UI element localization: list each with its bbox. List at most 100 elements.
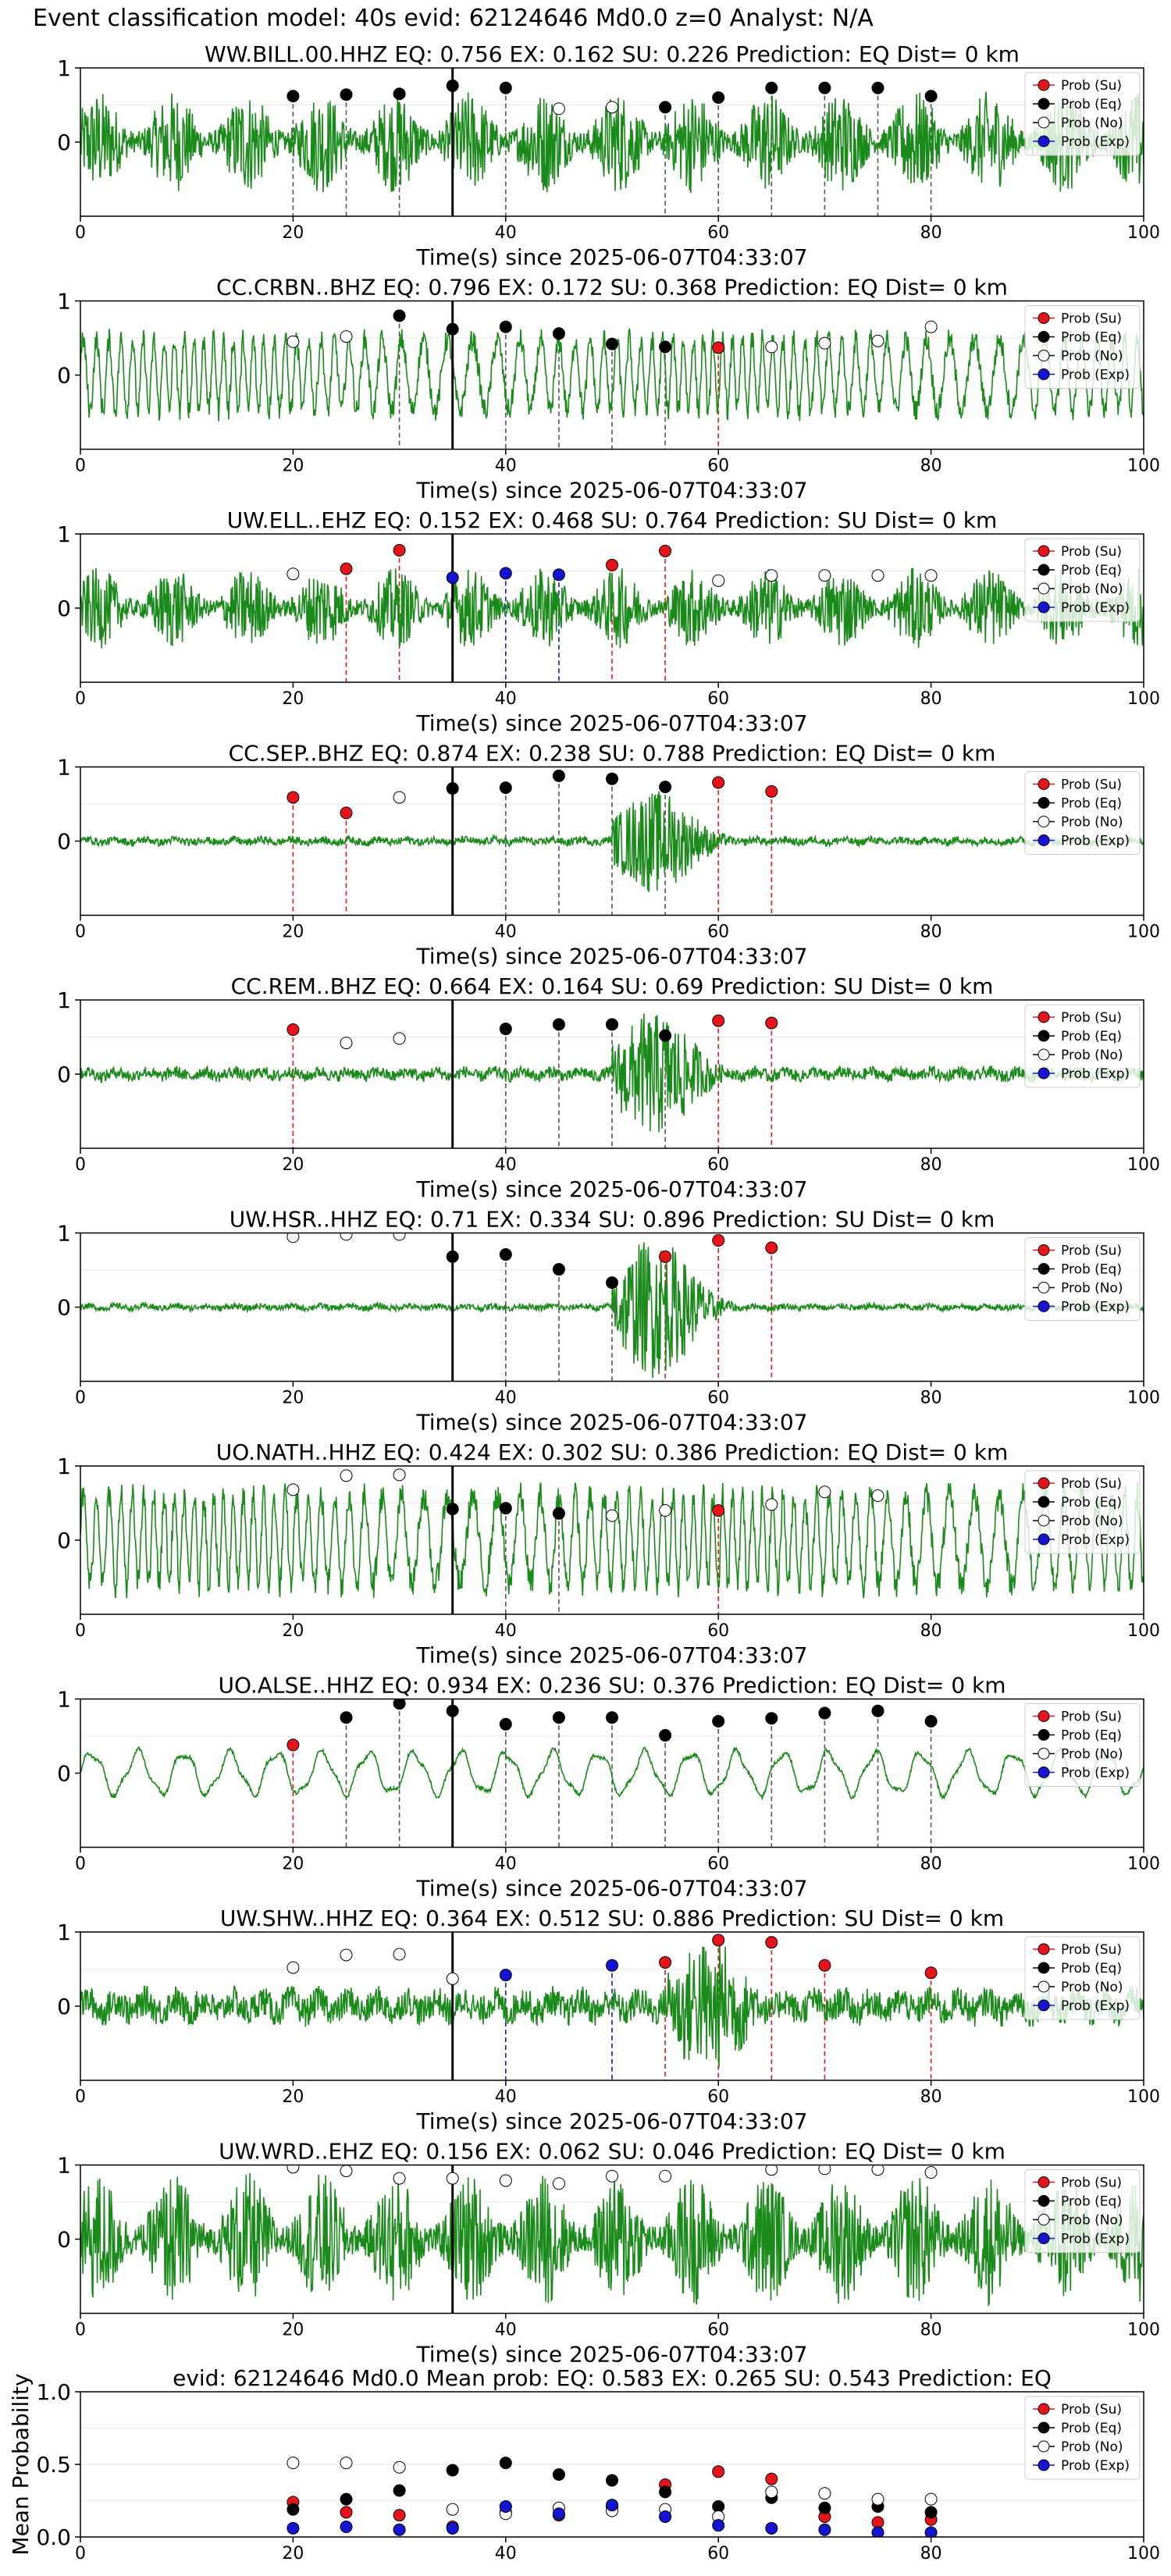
prob-marker-eq: [552, 769, 565, 782]
legend: Prob (Su) Prob (Eq) Prob (No) Prob (Exp): [1024, 1004, 1141, 1088]
legend: Prob (Su) Prob (Eq) Prob (No) Prob (Exp): [1024, 1237, 1141, 1321]
prob-marker-su: [606, 558, 618, 571]
x-tick-label: 20: [282, 689, 304, 709]
prob-marker-exp: [499, 567, 512, 580]
prob-marker-su: [659, 1955, 672, 1969]
x-tick-label: 60: [707, 923, 729, 942]
prob-marker-no: [393, 1233, 406, 1241]
legend-label-su: Prob (Su): [1061, 777, 1122, 793]
legend: Prob (Su) Prob (Eq) Prob (No) Prob (Exp): [1024, 2396, 1141, 2480]
prob-marker-no: [871, 2165, 884, 2176]
legend-label-su: Prob (Su): [1061, 1710, 1122, 1725]
x-axis-label: Time(s) since 2025-06-07T04:33:07: [415, 1410, 807, 1436]
y-tick-label: 0: [57, 363, 71, 389]
legend-label-su: Prob (Su): [1061, 1942, 1122, 1958]
legend-box: [1024, 2169, 1141, 2253]
x-tick-label: 100: [1127, 689, 1160, 709]
y-tick-label: 1: [57, 1453, 71, 1479]
x-tick-label: 100: [1127, 2087, 1160, 2107]
legend-label-su: Prob (Su): [1061, 311, 1122, 327]
x-tick-label: 0: [75, 923, 86, 942]
x-tick-label: 100: [1127, 2321, 1160, 2340]
panel-9: UW.SHW..HHZ EQ: 0.364 EX: 0.512 SU: 0.88…: [57, 1905, 1160, 2134]
legend-marker-exp: [1038, 368, 1050, 380]
y-tick-label: 1: [57, 987, 71, 1013]
x-tick-label: 0: [75, 223, 86, 243]
panel-title: UW.WRD..EHZ EQ: 0.156 EX: 0.062 SU: 0.04…: [219, 2139, 1005, 2165]
prob-marker-no: [287, 1233, 300, 1244]
prob-marker-eq: [446, 2464, 459, 2477]
prob-marker-eq: [606, 1276, 618, 1290]
prob-marker-su: [765, 785, 778, 798]
legend-marker-su: [1038, 2403, 1050, 2415]
x-axis-label: Time(s) since 2025-06-07T04:33:07: [415, 1876, 807, 1902]
legend-label-exp: Prob (Exp): [1061, 834, 1130, 849]
prob-marker-no: [818, 2165, 831, 2176]
panel-title: CC.CRBN..BHZ EQ: 0.796 EX: 0.172 SU: 0.3…: [216, 275, 1008, 301]
prob-marker-no: [287, 568, 300, 581]
prob-marker-no: [340, 1469, 353, 1482]
x-axis-label: Time(s) since 2025-06-07T04:33:07: [415, 1642, 807, 1668]
legend-marker-no: [1038, 1514, 1050, 1527]
x-tick-label: 60: [707, 1155, 729, 1175]
legend-marker-su: [1038, 1244, 1050, 1256]
x-tick-label: 80: [920, 1855, 942, 1874]
plot-area: [80, 1699, 1144, 1848]
legend-marker-eq: [1038, 797, 1050, 809]
axes-frame: [80, 1465, 1144, 1615]
legend-marker-eq: [1038, 331, 1050, 343]
legend-marker-no: [1038, 350, 1050, 361]
legend-marker-no: [1038, 116, 1050, 129]
x-tick-label: 20: [282, 2321, 304, 2340]
prob-marker-no: [340, 1948, 353, 1962]
prob-marker-eq: [606, 1018, 618, 1031]
seismic-trace: [80, 2172, 1144, 2307]
prob-marker-su: [712, 1934, 725, 1947]
legend-label-no: Prob (No): [1061, 2213, 1123, 2229]
x-tick-label: 20: [282, 2087, 304, 2107]
prob-marker-exp: [287, 2521, 300, 2535]
prob-marker-su: [287, 791, 300, 804]
prob-marker-no: [340, 1233, 353, 1241]
legend-label-eq: Prob (Eq): [1061, 1029, 1122, 1044]
prob-marker-no: [606, 101, 618, 114]
seismic-trace: [80, 91, 1144, 194]
legend-marker-eq: [1038, 1729, 1050, 1741]
prob-marker-eq: [606, 772, 618, 785]
x-tick-label: 40: [495, 1155, 517, 1175]
legend-box: [1024, 1470, 1141, 1554]
legend-label-eq: Prob (Eq): [1061, 1495, 1122, 1510]
legend-label-eq: Prob (Eq): [1061, 563, 1122, 578]
legend-marker-su: [1038, 312, 1050, 324]
prob-marker-su: [924, 1966, 938, 1980]
prob-marker-eq: [446, 79, 459, 92]
legend-marker-no: [1038, 816, 1050, 827]
legend-marker-su: [1038, 1011, 1050, 1023]
x-tick-label: 60: [707, 1389, 729, 1408]
seismic-trace: [80, 568, 1144, 649]
prob-marker-no: [340, 2457, 353, 2470]
prob-marker-su: [712, 2465, 725, 2478]
prob-marker-exp: [606, 2499, 618, 2512]
panel-title: UO.NATH..HHZ EQ: 0.424 EX: 0.302 SU: 0.3…: [216, 1439, 1008, 1465]
legend: Prob (Su) Prob (Eq) Prob (No) Prob (Exp): [1024, 2169, 1141, 2253]
legend-label-eq: Prob (Eq): [1061, 1262, 1122, 1278]
legend-label-eq: Prob (Eq): [1061, 2421, 1122, 2436]
prob-marker-eq: [712, 1715, 725, 1727]
prob-marker-exp: [340, 2520, 353, 2533]
prob-marker-eq: [924, 2506, 938, 2519]
prob-marker-no: [659, 1504, 672, 1517]
prob-marker-eq: [552, 327, 565, 340]
legend-marker-exp: [1038, 1533, 1050, 1546]
prob-marker-no: [287, 1961, 300, 1974]
prob-marker-eq: [340, 88, 353, 101]
legend-marker-eq: [1038, 1962, 1050, 1974]
prob-marker-no: [765, 2165, 778, 2176]
x-tick-label: 60: [707, 1855, 729, 1874]
prob-marker-no: [287, 335, 300, 348]
x-tick-label: 60: [707, 457, 729, 476]
panel-3: UW.ELL..EHZ EQ: 0.152 EX: 0.468 SU: 0.76…: [57, 507, 1160, 736]
prob-marker-no: [818, 569, 831, 582]
legend: Prob (Su) Prob (Eq) Prob (No) Prob (Exp): [1024, 1936, 1141, 2020]
x-tick-label: 20: [282, 1389, 304, 1408]
